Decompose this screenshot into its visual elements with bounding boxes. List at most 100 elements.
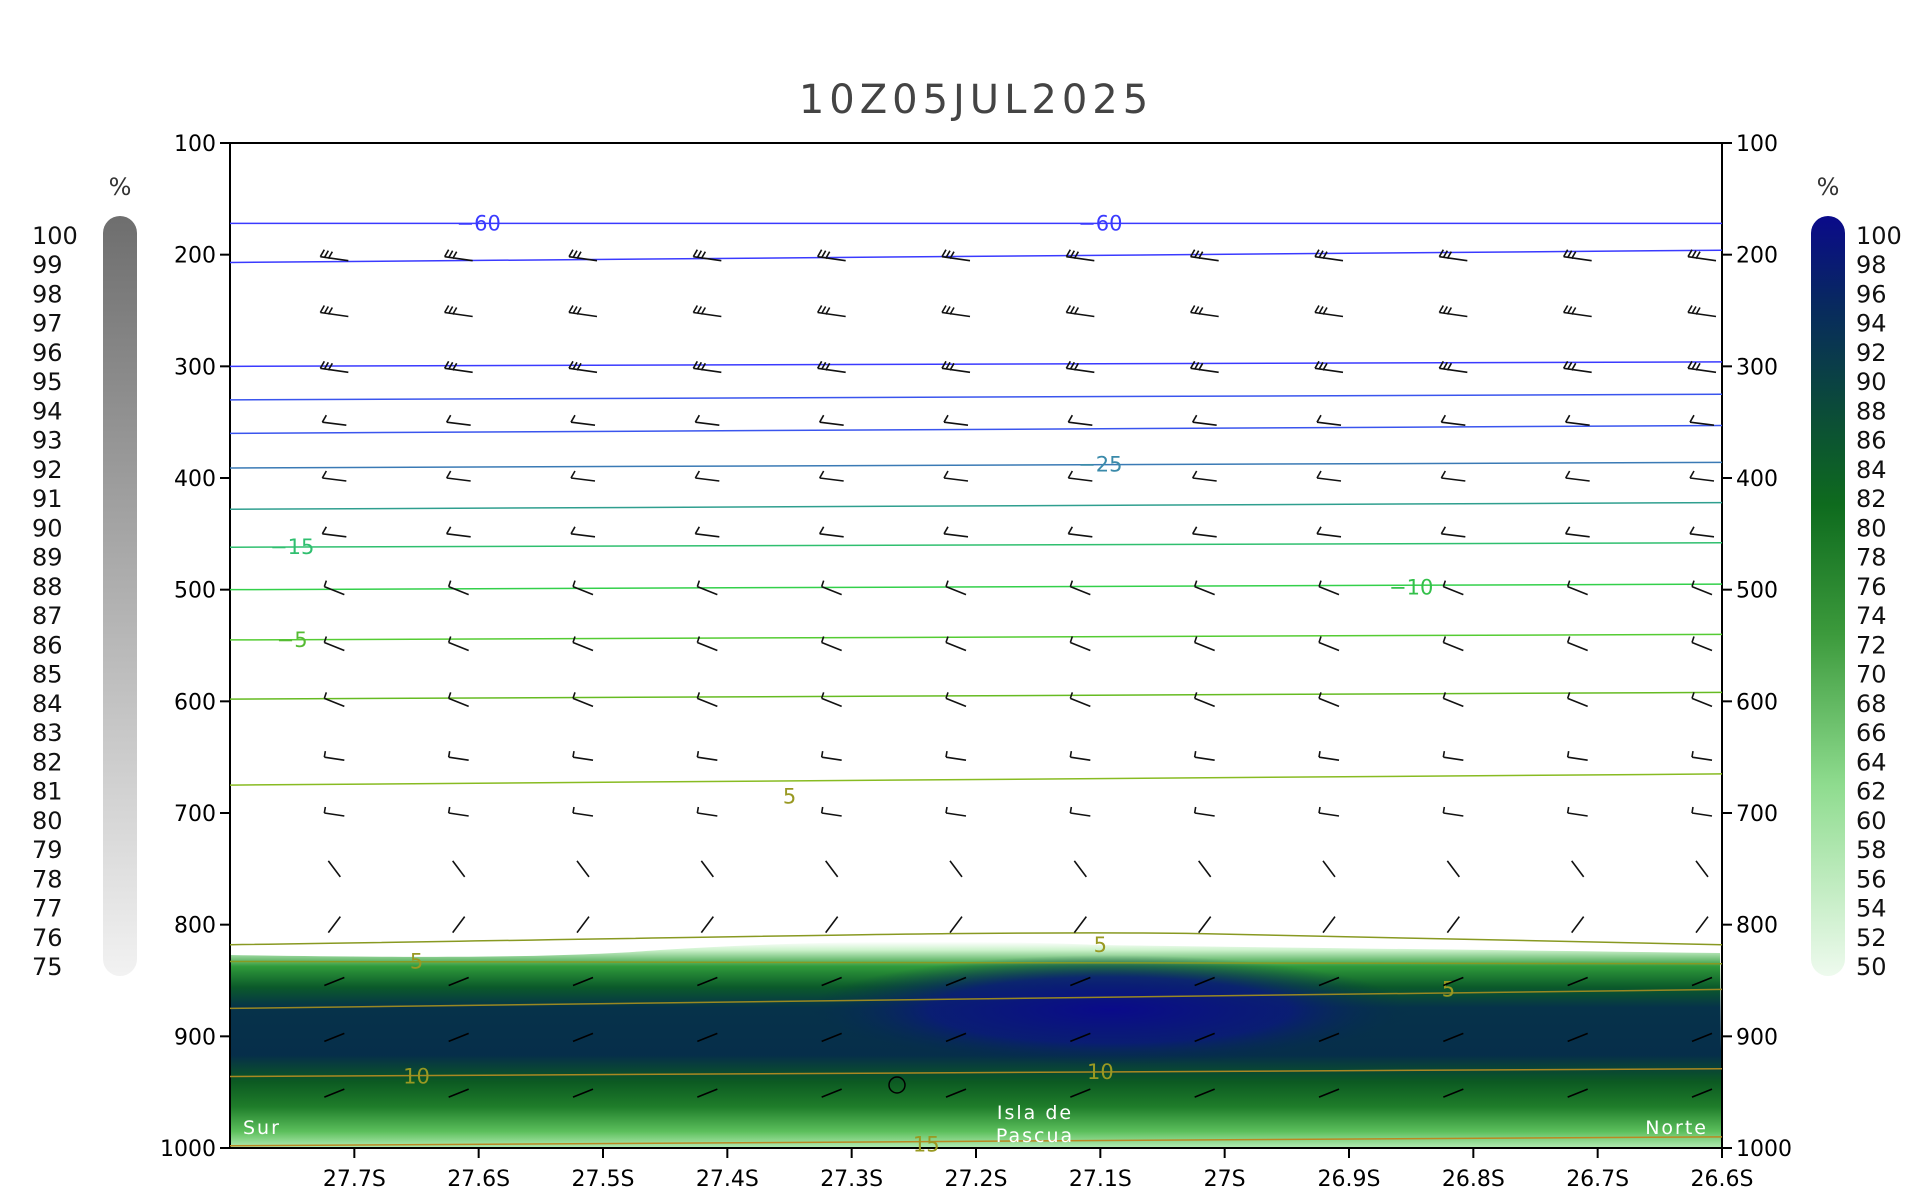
- wind-barb: [447, 806, 469, 817]
- colorbar-level-label: 70: [1856, 661, 1887, 689]
- y-tick-label-left: 600: [174, 690, 216, 715]
- right-colorbar-labels: 1009896949290888684828078767472706866646…: [1856, 222, 1902, 981]
- colorbar-level-label: 76: [32, 924, 63, 952]
- y-tick-label-left: 300: [174, 355, 216, 380]
- wind-barb: [1318, 976, 1340, 987]
- y-tick-label-left: 400: [174, 467, 216, 492]
- wind-barb: [200, 1089, 220, 1097]
- wind-barb: [327, 860, 341, 878]
- colorbar-level-label: 64: [1856, 748, 1887, 776]
- wind-barb: [572, 580, 594, 596]
- isotherm-label: 5: [1094, 933, 1107, 957]
- wind-barb: [1691, 580, 1713, 596]
- wind-barb: [1189, 305, 1219, 318]
- isotherm-line: [230, 960, 1722, 965]
- left-colorbar-scale: [103, 216, 137, 976]
- colorbar-level-label: 56: [1856, 865, 1887, 893]
- wind-barb: [1440, 414, 1466, 426]
- isotherm-label: −15: [270, 535, 314, 559]
- wind-barb: [1564, 526, 1590, 538]
- wind-barb: [1443, 976, 1464, 987]
- y-tick-label-right: 100: [1736, 132, 1778, 157]
- wind-barb: [1689, 526, 1715, 538]
- wind-barb: [1438, 305, 1468, 318]
- isotherm-label: 5: [1442, 977, 1455, 1001]
- colorbar-level-label: 84: [32, 690, 63, 718]
- wind-barb: [568, 305, 598, 318]
- wind-barb: [1318, 1088, 1340, 1098]
- wind-barb: [1194, 1032, 1215, 1043]
- y-tick-label-right: 400: [1736, 467, 1778, 492]
- wind-barb: [696, 580, 718, 596]
- wind-barb: [945, 976, 967, 987]
- wind-barb: [576, 860, 590, 878]
- isotherm-line: [230, 1136, 1722, 1147]
- wind-barb: [1318, 636, 1340, 652]
- wind-barb: [1443, 1088, 1464, 1098]
- wind-barb: [1194, 976, 1215, 987]
- wind-barb: [818, 414, 844, 426]
- isotherm-label: 15: [913, 1133, 940, 1157]
- wind-barb: [568, 249, 598, 262]
- wind-barb: [696, 692, 718, 708]
- wind-barb: [448, 1032, 469, 1043]
- wind-barb: [943, 526, 969, 538]
- wind-barb: [1314, 305, 1344, 318]
- wind-barb: [1316, 470, 1342, 482]
- x-tick-label: 26.6S: [1691, 1167, 1754, 1192]
- isotherm-label: −10: [1389, 575, 1433, 599]
- wind-barb: [945, 751, 967, 761]
- colorbar-level-label: 97: [32, 310, 63, 338]
- colorbar-level-label: 94: [32, 397, 63, 425]
- wind-barb: [696, 806, 718, 817]
- wind-barb: [443, 360, 473, 374]
- x-tick-label: 27.4S: [696, 1167, 759, 1192]
- wind-barb: [1564, 414, 1590, 426]
- colorbar-level-label: 91: [32, 485, 63, 513]
- label-sur: Sur: [243, 1117, 281, 1139]
- wind-barb: [820, 806, 842, 817]
- wind-barb: [1691, 976, 1713, 987]
- isotherm-line: [230, 249, 1722, 264]
- wind-barb: [1440, 470, 1466, 482]
- wind-barb: [324, 976, 345, 987]
- wind-barb: [572, 751, 594, 761]
- colorbar-level-label: 94: [1856, 310, 1887, 338]
- colorbar-level-label: 98: [32, 280, 63, 308]
- wind-barb: [324, 1088, 345, 1098]
- colorbar-level-label: 77: [32, 895, 63, 923]
- wind-barb: [1687, 249, 1717, 262]
- isotherm-label: 10: [1087, 1060, 1114, 1084]
- y-tick-label-left: 200: [174, 244, 216, 269]
- wind-barb: [943, 414, 969, 426]
- wind-barb: [694, 526, 720, 538]
- wind-barb: [1318, 580, 1340, 596]
- right-colorbar-unit: %: [1817, 173, 1840, 201]
- colorbar-level-label: 82: [1856, 485, 1887, 513]
- wind-barb: [1193, 636, 1215, 652]
- humidity-shading: [230, 941, 1722, 1148]
- wind-barb: [821, 976, 842, 987]
- wind-barb: [1070, 976, 1091, 987]
- wind-barb: [821, 1088, 842, 1098]
- wind-barb: [1442, 636, 1464, 652]
- wind-barb: [1566, 751, 1588, 761]
- wind-barb: [323, 692, 345, 708]
- y-tick-label-left: 900: [174, 1025, 216, 1050]
- wind-barb: [1194, 1088, 1215, 1098]
- y-tick-label-right: 700: [1736, 802, 1778, 827]
- wind-barb: [1065, 305, 1095, 318]
- colorbar-level-label: 98: [1856, 251, 1887, 279]
- wind-barb: [1193, 580, 1215, 596]
- wind-barb: [319, 305, 349, 318]
- wind-barb: [321, 470, 347, 482]
- wind-barb: [323, 806, 345, 817]
- wind-barb: [692, 360, 722, 374]
- colorbar-level-label: 78: [32, 865, 63, 893]
- wind-barb: [945, 692, 967, 708]
- colorbar-level-label: 93: [32, 427, 63, 455]
- colorbar-level-label: 66: [1856, 719, 1887, 747]
- wind-barb: [1067, 470, 1093, 482]
- isotherm-label: −60: [1078, 211, 1122, 235]
- wind-barb: [1191, 526, 1217, 538]
